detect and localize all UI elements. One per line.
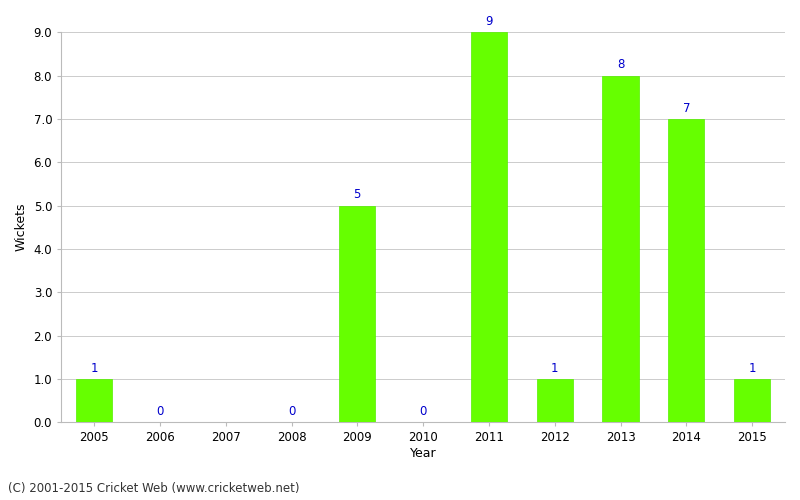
Text: 1: 1 [748,362,756,374]
Text: 5: 5 [354,188,361,201]
Bar [471,32,507,422]
Bar [76,379,112,422]
Text: 0: 0 [156,405,163,418]
Text: 9: 9 [485,15,493,28]
Text: 7: 7 [682,102,690,114]
Text: 1: 1 [551,362,558,374]
Text: 0: 0 [419,405,426,418]
Bar [668,119,704,422]
Bar [339,206,375,422]
Text: 0: 0 [288,405,295,418]
Y-axis label: Wickets: Wickets [15,203,28,252]
Bar [734,379,770,422]
Bar [602,76,638,422]
X-axis label: Year: Year [410,447,437,460]
Text: 8: 8 [617,58,624,71]
Text: (C) 2001-2015 Cricket Web (www.cricketweb.net): (C) 2001-2015 Cricket Web (www.cricketwe… [8,482,299,495]
Text: 1: 1 [90,362,98,374]
Bar [537,379,573,422]
